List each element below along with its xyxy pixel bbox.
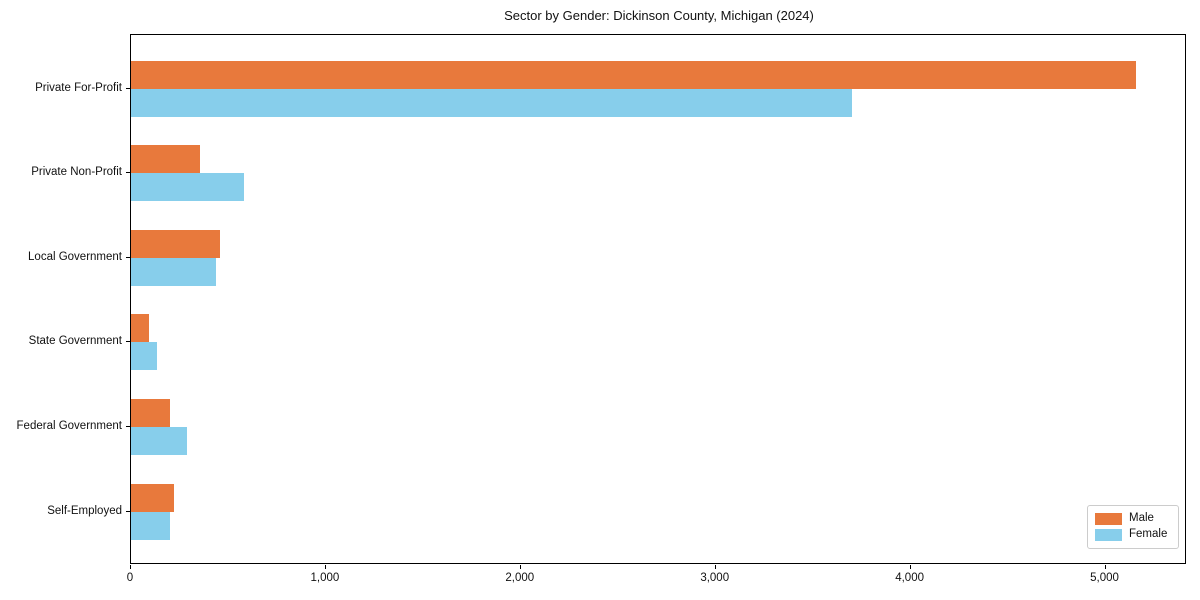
bar-male-3 <box>131 229 221 258</box>
legend-item-male: Male <box>1095 513 1171 525</box>
y-tick-mark <box>126 172 130 174</box>
y-tick-label: Federal Government <box>16 419 122 432</box>
y-tick-label: Private For-Profit <box>35 81 122 94</box>
bar-male-2 <box>131 145 201 174</box>
y-tick-mark <box>126 425 130 427</box>
y-tick-mark <box>126 510 130 512</box>
female-swatch-icon <box>1095 529 1122 541</box>
x-tick-mark <box>130 565 131 569</box>
legend-item-female: Female <box>1095 529 1171 541</box>
x-tick-mark <box>324 565 326 569</box>
bar-female-2 <box>131 173 245 202</box>
legend-label-female: Female <box>1129 528 1168 541</box>
x-tick-label: 4,000 <box>895 572 924 584</box>
male-swatch-icon <box>1095 513 1122 525</box>
x-tick-mark <box>909 565 911 569</box>
y-tick-mark <box>126 87 130 89</box>
y-tick-mark <box>126 341 130 343</box>
y-tick-label: Private Non-Profit <box>31 166 122 179</box>
bar-female-6 <box>131 511 170 540</box>
x-tick-label: 3,000 <box>700 572 730 584</box>
x-tick-mark <box>519 565 521 569</box>
bar-female-5 <box>131 426 187 455</box>
x-tick-label: 2,000 <box>505 572 535 584</box>
y-tick-mark <box>126 256 130 258</box>
y-tick-label: Local Government <box>28 250 122 263</box>
bar-female-4 <box>131 342 157 371</box>
bar-male-5 <box>131 398 171 427</box>
x-tick-label: 1,000 <box>310 572 340 584</box>
x-tick-label: 0 <box>126 572 134 584</box>
legend-label-male: Male <box>1129 512 1154 525</box>
chart-title: Sector by Gender: Dickinson County, Mich… <box>504 8 814 23</box>
plot-area <box>130 34 1186 564</box>
x-tick-mark <box>714 565 716 569</box>
y-tick-label: State Government <box>28 335 122 348</box>
bar-female-1 <box>131 88 852 117</box>
y-tick-label: Self-Employed <box>47 504 122 517</box>
bar-male-6 <box>131 483 175 512</box>
bar-male-1 <box>131 60 1136 89</box>
x-tick-label: 5,000 <box>1090 572 1119 584</box>
bar-female-3 <box>131 257 217 286</box>
legend: Male Female <box>1087 505 1179 549</box>
bar-male-4 <box>131 314 150 343</box>
x-tick-mark <box>1104 565 1106 569</box>
